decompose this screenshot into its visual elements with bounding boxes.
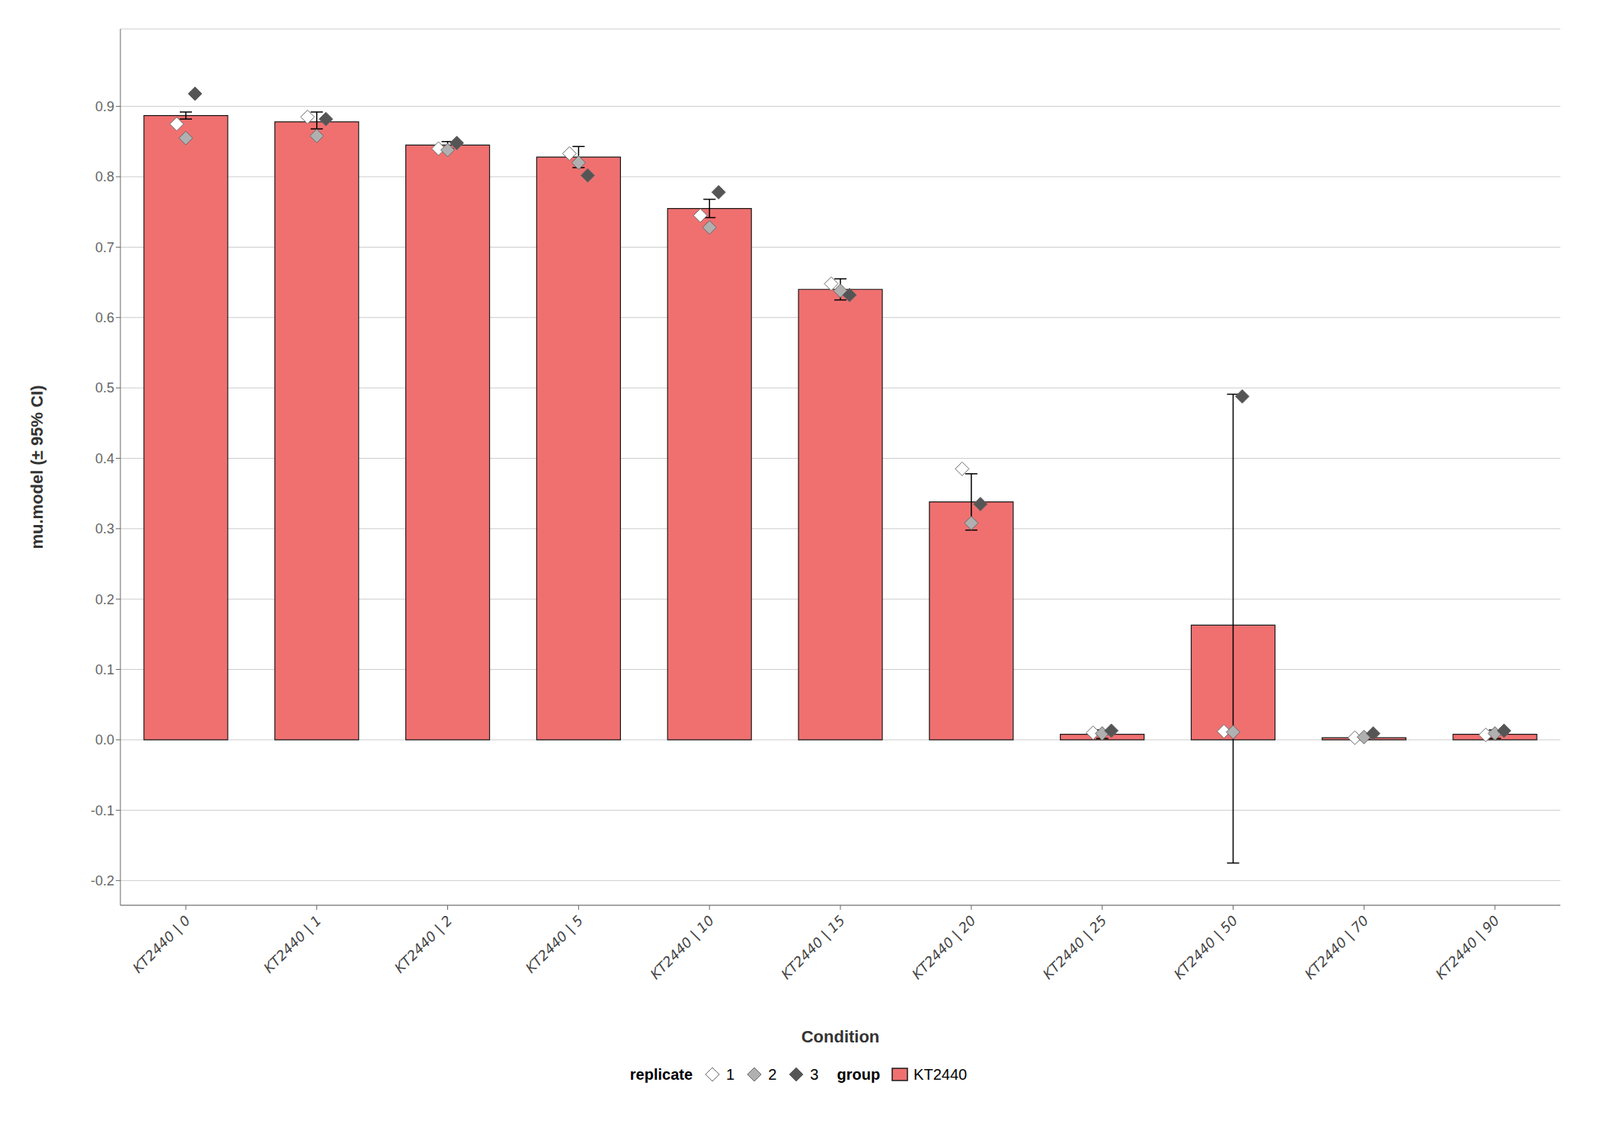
html-text:KT2440: KT2440 <box>913 1065 968 1083</box>
html-text:2: 2 <box>768 1065 777 1083</box>
svg-text:KT2440 | 1: KT2440 | 1 <box>260 912 325 976</box>
svg-text:KT2440 | 15: KT2440 | 15 <box>777 912 848 983</box>
html-text:group: group <box>836 1065 881 1083</box>
svg-text:KT2440 | 5: KT2440 | 5 <box>521 912 586 976</box>
svg-text:KT2440 | 90: KT2440 | 90 <box>1432 912 1503 983</box>
svg-text:0.6: 0.6 <box>95 310 115 326</box>
svg-text:KT2440 | 2: KT2440 | 2 <box>391 912 456 976</box>
svg-text:0.1: 0.1 <box>95 662 115 678</box>
svg-text:0.5: 0.5 <box>95 380 115 396</box>
svg-text:KT2440 | 25: KT2440 | 25 <box>1040 912 1111 983</box>
svg-text:-0.2: -0.2 <box>90 873 115 889</box>
svg-text:0.9: 0.9 <box>95 99 115 115</box>
svg-text:0.7: 0.7 <box>95 240 115 256</box>
svg-text:0.2: 0.2 <box>95 592 115 608</box>
svg-text:0.0: 0.0 <box>95 732 115 748</box>
svg-text:0.4: 0.4 <box>95 451 115 467</box>
svg-text:Condition: Condition <box>801 1027 880 1047</box>
svg-text:KT2440 | 70: KT2440 | 70 <box>1301 912 1372 983</box>
svg-text:-0.1: -0.1 <box>90 803 115 819</box>
svg-text:mu.model (± 95% CI): mu.model (± 95% CI) <box>27 385 47 550</box>
svg-text:KT2440 | 50: KT2440 | 50 <box>1170 912 1241 983</box>
svg-text:0.8: 0.8 <box>95 169 115 185</box>
html-text:replicate: replicate <box>629 1065 693 1083</box>
svg-text:KT2440 | 20: KT2440 | 20 <box>908 912 980 983</box>
svg-text:KT2440 | 10: KT2440 | 10 <box>646 912 717 983</box>
svg-text:KT2440 | 0: KT2440 | 0 <box>129 912 194 976</box>
html-text:1: 1 <box>726 1065 735 1083</box>
html-text:3: 3 <box>810 1065 819 1083</box>
svg-text:0.3: 0.3 <box>95 521 115 537</box>
